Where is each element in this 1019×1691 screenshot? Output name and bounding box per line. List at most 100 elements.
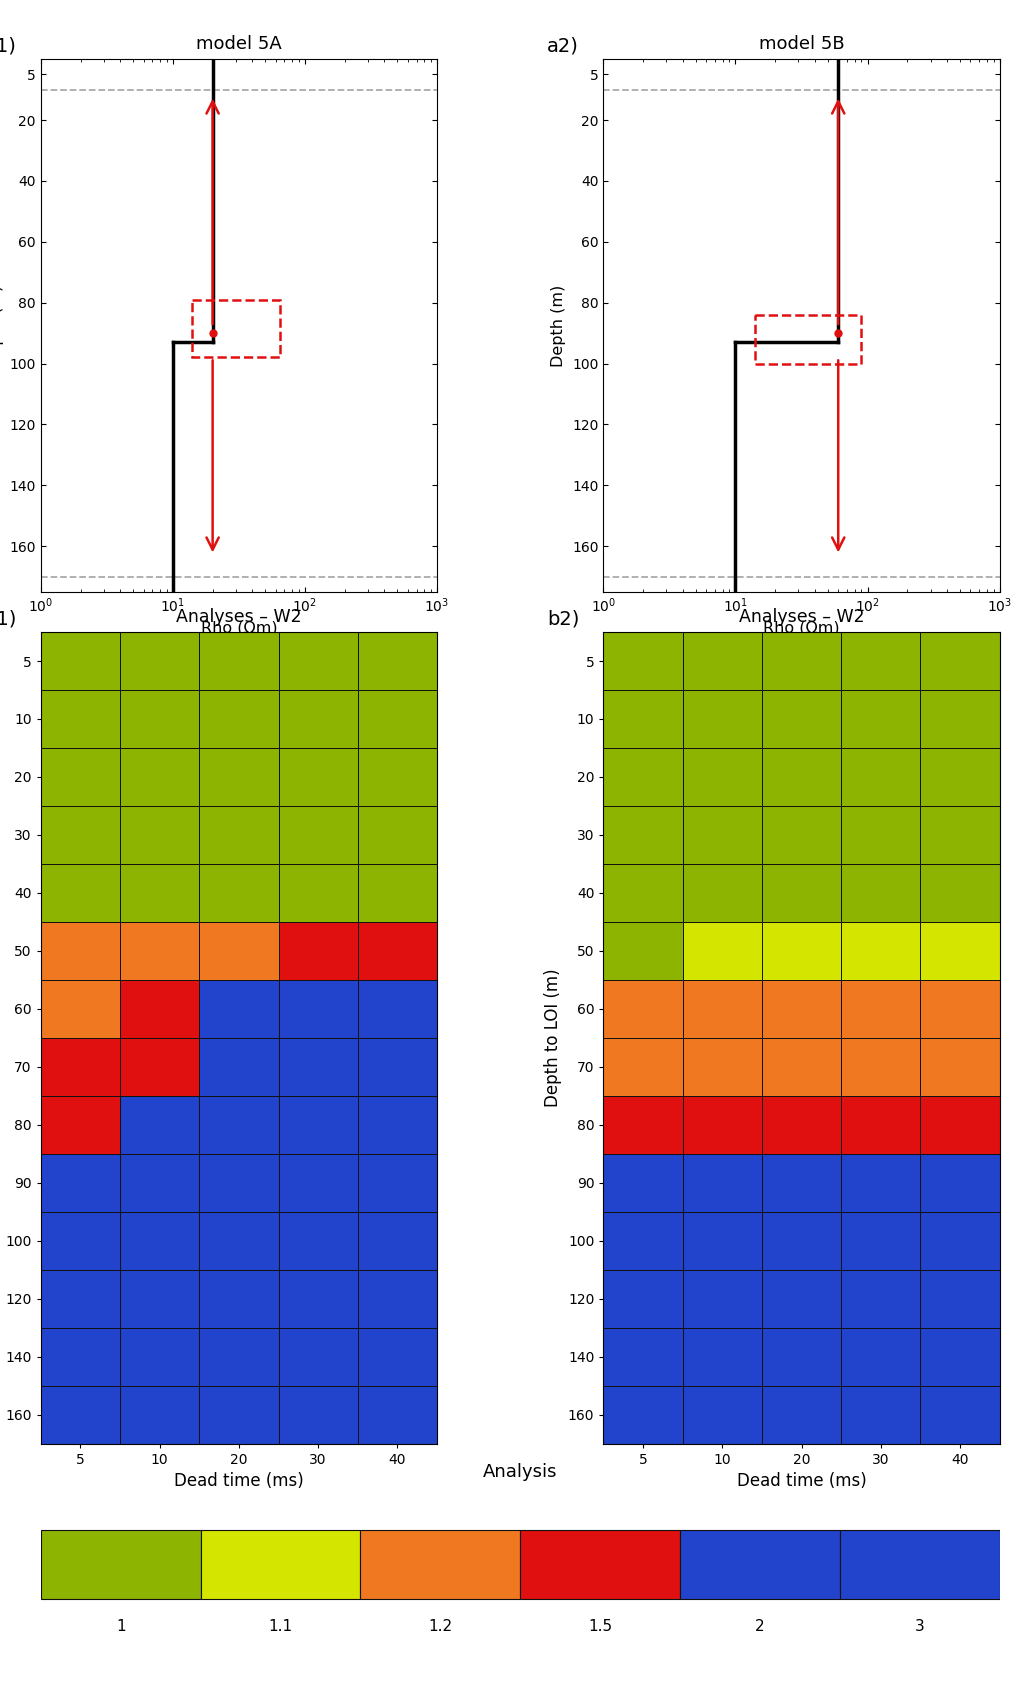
Bar [41,864,120,922]
Bar [41,1038,120,1096]
Bar [358,1327,436,1385]
Bar [682,632,761,690]
Bar [919,632,999,690]
Title: Analyses – W2: Analyses – W2 [176,609,302,626]
Bar [761,807,841,864]
X-axis label: Rho (Ωm): Rho (Ωm) [762,621,839,636]
Bar [919,864,999,922]
Bar [120,1327,199,1385]
Bar [919,1327,999,1385]
Bar [603,1153,682,1212]
Bar [603,690,682,747]
Bar [603,747,682,807]
Bar [199,922,278,979]
Title: Analysis: Analysis [482,1463,557,1481]
Bar [841,979,919,1038]
Bar [358,1153,436,1212]
Bar [120,979,199,1038]
Bar [603,1038,682,1096]
Bar [603,1212,682,1270]
Bar [841,1385,919,1444]
Bar [841,1096,919,1153]
Bar [41,1153,120,1212]
Bar [120,807,199,864]
Text: a1): a1) [0,37,16,56]
Bar [120,1212,199,1270]
Bar [603,922,682,979]
Bar [278,1212,358,1270]
Bar [682,864,761,922]
Bar [201,1530,360,1600]
Bar [682,922,761,979]
Bar [120,747,199,807]
Bar [278,747,358,807]
Bar [120,632,199,690]
Bar [358,1212,436,1270]
Bar [278,1270,358,1327]
Text: 1.1: 1.1 [268,1618,292,1634]
Text: b1): b1) [0,610,17,629]
Bar [199,1385,278,1444]
Bar [120,1153,199,1212]
Bar [841,1212,919,1270]
Bar [192,299,280,357]
Bar [199,632,278,690]
Bar [199,690,278,747]
Bar [41,1096,120,1153]
Bar [919,1270,999,1327]
Bar [841,1327,919,1385]
Bar [199,864,278,922]
Title: model 5B: model 5B [758,36,844,54]
Bar [41,922,120,979]
Bar [761,922,841,979]
Bar [603,864,682,922]
Bar [761,1212,841,1270]
Bar [761,747,841,807]
Bar [841,1038,919,1096]
Bar [761,979,841,1038]
Bar [358,1096,436,1153]
Bar [199,979,278,1038]
Bar [41,747,120,807]
Bar [360,1530,520,1600]
Bar [358,632,436,690]
Bar [839,1530,999,1600]
Bar [358,1038,436,1096]
Bar [841,807,919,864]
Bar [603,632,682,690]
Bar [41,1385,120,1444]
Text: 1.5: 1.5 [588,1618,611,1634]
Bar [41,1530,201,1600]
Bar [603,1270,682,1327]
Bar [120,1385,199,1444]
Bar [841,632,919,690]
Bar [520,1530,680,1600]
Bar [199,1212,278,1270]
Bar [680,1530,839,1600]
Bar [919,690,999,747]
Bar [761,1096,841,1153]
Bar [761,1270,841,1327]
Bar [41,807,120,864]
Bar [120,864,199,922]
Bar [603,1096,682,1153]
Bar [761,1153,841,1212]
Bar [841,747,919,807]
Bar [682,1327,761,1385]
Bar [841,1270,919,1327]
Bar [199,747,278,807]
Text: 2: 2 [754,1618,764,1634]
X-axis label: Dead time (ms): Dead time (ms) [736,1473,865,1490]
Bar [761,632,841,690]
Bar [919,922,999,979]
Text: a2): a2) [547,37,579,56]
Bar [761,1327,841,1385]
Bar [120,690,199,747]
Bar [682,1212,761,1270]
Bar [199,1038,278,1096]
Bar [603,979,682,1038]
Bar [358,1270,436,1327]
Bar [919,747,999,807]
Text: 1: 1 [116,1618,125,1634]
Text: 1.2: 1.2 [428,1618,451,1634]
